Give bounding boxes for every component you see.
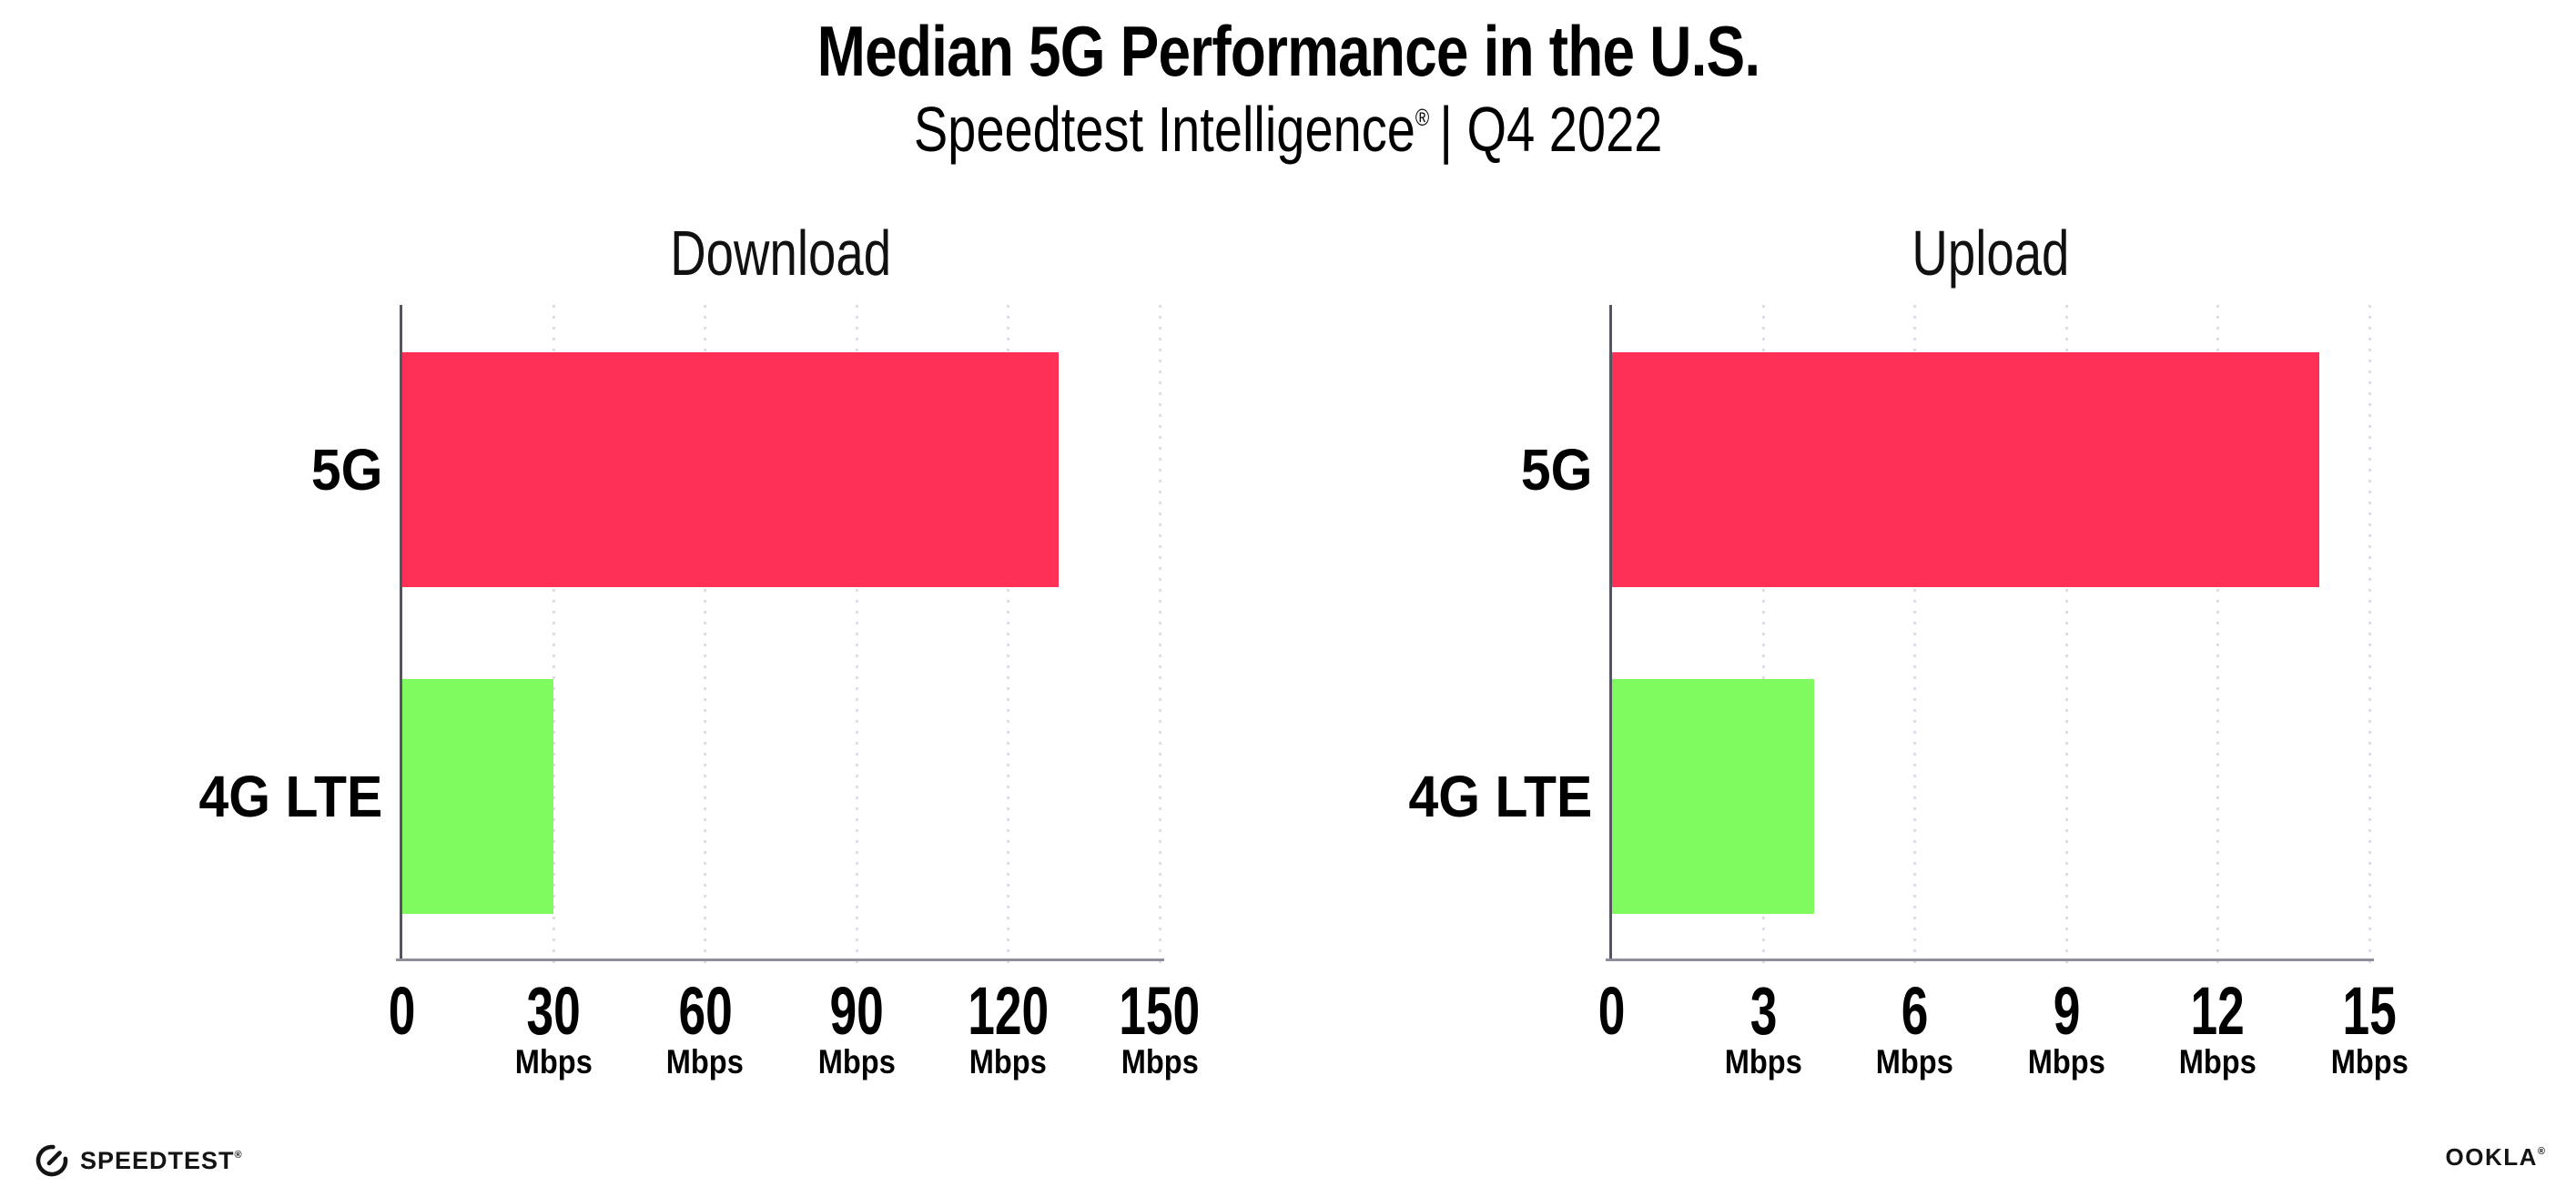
gridline xyxy=(2368,305,2371,970)
x-tick-label: 60 xyxy=(678,973,733,1049)
x-axis-line xyxy=(1606,959,2374,961)
upload-plot-area xyxy=(1606,305,2374,970)
category-label-5g: 5G xyxy=(310,437,382,502)
speedtest-registered-icon: ® xyxy=(234,1149,242,1161)
x-tick-unit: Mbps xyxy=(666,1043,745,1080)
gridline xyxy=(1761,305,1765,970)
gridline xyxy=(704,305,707,970)
ookla-registered-icon: ® xyxy=(2537,1146,2545,1157)
download-chart-panel: Download 0 30 Mbps 60 Mbps 90 Mbps 120 Mbps 150 Mb… xyxy=(198,0,1200,1197)
x-axis-line xyxy=(396,959,1164,961)
category-label-4g-lte: 4G LTE xyxy=(1408,764,1592,829)
bar-5g-download xyxy=(402,352,1060,587)
y-axis-line xyxy=(400,305,402,961)
x-tick-label: 150 xyxy=(1119,973,1201,1049)
gridline xyxy=(2064,305,2068,970)
x-tick-unit: Mbps xyxy=(2330,1043,2409,1080)
subtitle-period: | Q4 2022 xyxy=(1439,93,1663,165)
gridline xyxy=(552,305,555,970)
x-tick-label: 15 xyxy=(2342,973,2397,1049)
chart-title-download: Download xyxy=(670,218,892,289)
page-title: Median 5G Performance in the U.S. xyxy=(0,11,2576,91)
ookla-wordmark: OOKLA® xyxy=(2445,1143,2546,1171)
x-tick-label: 0 xyxy=(389,973,416,1049)
bar-4g-lte-download xyxy=(402,679,554,914)
x-tick-label: 12 xyxy=(2190,973,2246,1049)
x-tick-unit: Mbps xyxy=(1876,1043,1954,1080)
x-tick-label: 0 xyxy=(1598,973,1626,1049)
chart-subtitle: Speedtest Intelligence® | Q4 2022 xyxy=(0,96,2576,164)
category-label-5g: 5G xyxy=(1520,437,1592,502)
x-tick-unit: Mbps xyxy=(2179,1043,2257,1080)
bar-5g-upload xyxy=(1612,352,2319,587)
speedtest-gauge-icon xyxy=(35,1144,68,1177)
x-tick-unit: Mbps xyxy=(817,1043,896,1080)
x-tick-unit: Mbps xyxy=(2027,1043,2105,1080)
chart-main-title: Median 5G Performance in the U.S. xyxy=(816,11,1760,91)
subtitle-brand: Speedtest Intelligence xyxy=(913,93,1415,165)
gridline xyxy=(1158,305,1161,970)
registered-mark-icon: ® xyxy=(1415,103,1430,131)
gridline xyxy=(855,305,858,970)
y-axis-line xyxy=(1609,305,1612,961)
x-tick-label: 90 xyxy=(829,973,884,1049)
x-tick-label: 120 xyxy=(968,973,1050,1049)
speedtest-wordmark: SPEEDTEST® xyxy=(80,1146,242,1174)
gridline xyxy=(1007,305,1010,970)
category-label-4g-lte: 4G LTE xyxy=(198,764,382,829)
gridline xyxy=(1913,305,1917,970)
ookla-logo: OOKLA® xyxy=(2446,1143,2546,1172)
x-tick-unit: Mbps xyxy=(1724,1043,1802,1080)
x-tick-unit: Mbps xyxy=(514,1043,593,1080)
x-tick-unit: Mbps xyxy=(969,1043,1048,1080)
speedtest-logo: SPEEDTEST® xyxy=(33,1141,242,1180)
x-tick-label: 9 xyxy=(2053,973,2081,1049)
gridline xyxy=(2216,305,2220,970)
x-tick-label: 30 xyxy=(526,973,582,1049)
x-tick-label: 6 xyxy=(1901,973,1929,1049)
header: Median 5G Performance in the U.S. Speedt… xyxy=(0,11,2576,164)
download-plot-area xyxy=(396,305,1164,970)
chart-title-upload: Upload xyxy=(1912,218,2070,289)
x-tick-unit: Mbps xyxy=(1121,1043,1199,1080)
upload-chart-panel: Upload 0 3 Mbps 6 Mbps 9 Mbps 12 Mbps 15 Mbps 5G 4G … xyxy=(1408,0,2408,1197)
bar-4g-lte-upload xyxy=(1612,679,1814,914)
x-tick-label: 3 xyxy=(1749,973,1778,1049)
